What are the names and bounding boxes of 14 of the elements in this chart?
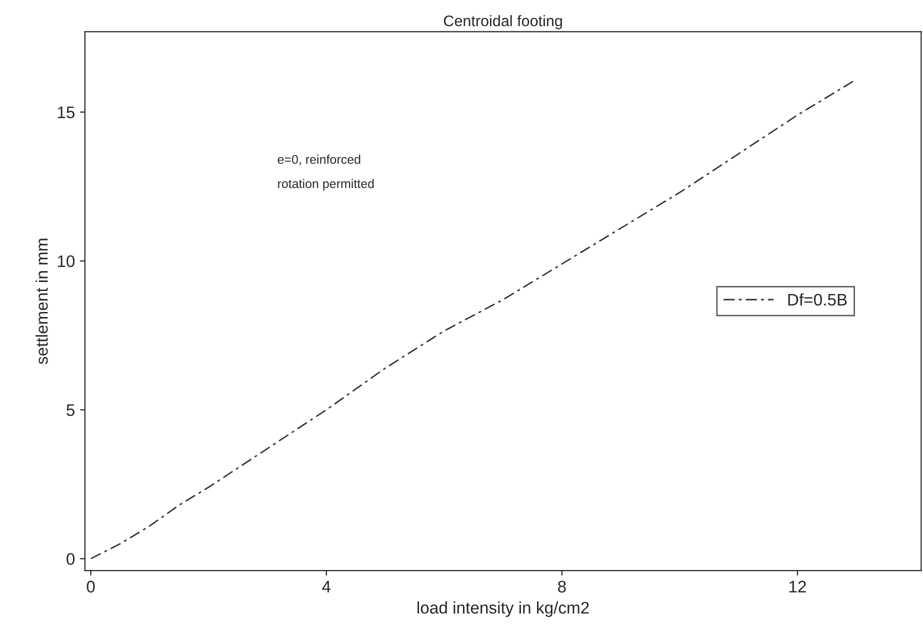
x-tick-label: 0 xyxy=(86,580,95,593)
x-tick-label: 8 xyxy=(558,580,566,593)
x-axis-title: load intensity in kg/cm2 xyxy=(418,601,589,617)
x-tick-label: 12 xyxy=(789,580,806,592)
y-tick-label: 15 xyxy=(58,106,74,118)
y-axis-title: settlement in mm xyxy=(36,238,48,364)
legend-label: Df=0.5B xyxy=(788,293,847,306)
y-tick-label: 5 xyxy=(66,404,74,416)
y-tick-label: 10 xyxy=(58,255,75,268)
chart-title: Centroidal footing xyxy=(444,15,562,30)
y-tick-label: 0 xyxy=(66,553,75,565)
x-tick-label: 4 xyxy=(322,580,331,592)
annotation: rotation permitted xyxy=(278,178,374,191)
annotation: e=0, reinforced xyxy=(278,154,360,166)
